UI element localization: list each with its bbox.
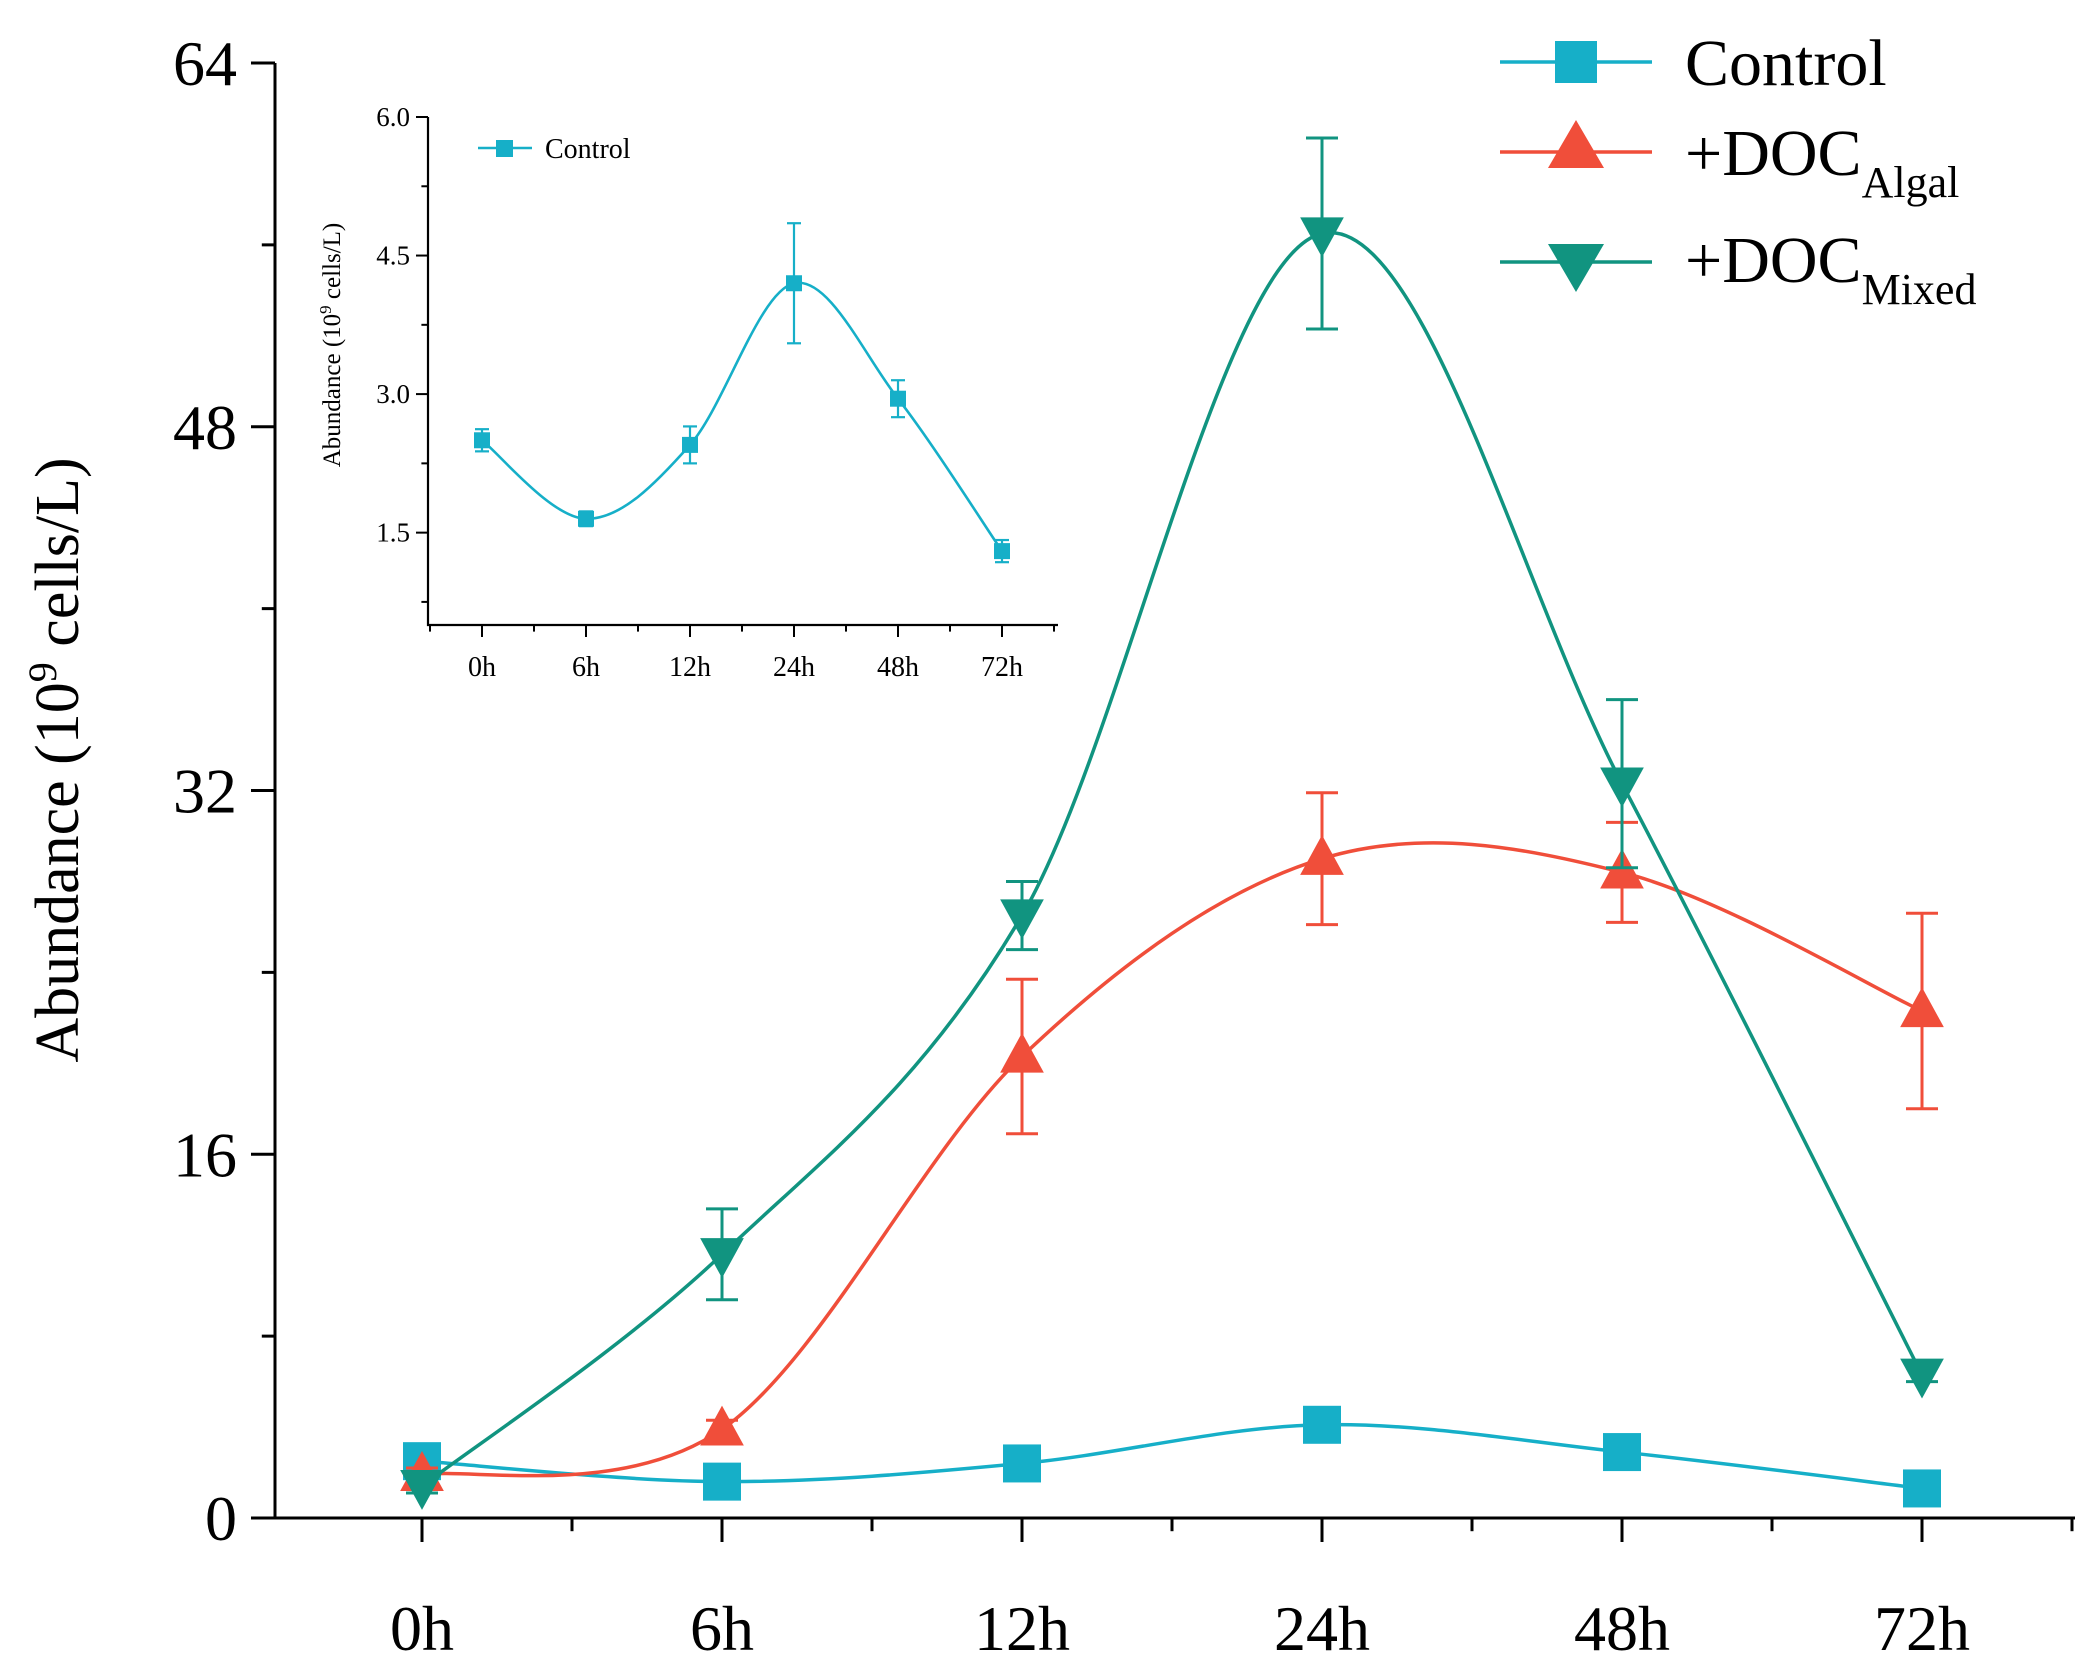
legend-item-doc-mixed: +DOCMixed xyxy=(1500,224,1976,314)
inset-point-control xyxy=(890,390,906,407)
y-tick-label-32: 32 xyxy=(173,756,237,827)
main-point-control xyxy=(1303,1405,1341,1444)
main-point-control xyxy=(703,1462,741,1501)
main-x-tick-labels: 0h 6h 12h 24h 48h 72h xyxy=(390,1593,1970,1664)
main-point-docmixed xyxy=(1900,1358,1944,1399)
main-point-docalgal xyxy=(1900,987,1944,1028)
inset-legend-label: Control xyxy=(545,134,631,165)
inset-x-tick-label-6h: 6h xyxy=(572,652,600,683)
main-point-control xyxy=(1903,1469,1941,1508)
x-tick-label-6h: 6h xyxy=(690,1593,754,1664)
legend-item-doc-algal: +DOCAlgal xyxy=(1500,117,1959,207)
main-point-docmixed xyxy=(1600,767,1644,808)
main-series xyxy=(400,136,1944,1510)
main-point-control xyxy=(1003,1444,1041,1483)
legend-marker-control xyxy=(1555,41,1597,83)
main-point-docmixed xyxy=(400,1470,444,1510)
inset-point-control xyxy=(474,432,490,449)
x-tick-label-0h: 0h xyxy=(390,1593,454,1664)
inset-point-control xyxy=(578,510,594,527)
main-y-tick-labels: 0 16 32 48 64 xyxy=(173,28,237,1554)
main-point-control xyxy=(1603,1433,1641,1472)
inset-y-tick-label-3.0: 3.0 xyxy=(376,379,410,409)
main-point-docmixed xyxy=(700,1238,744,1279)
inset-point-control xyxy=(994,543,1010,560)
inset-x-tick-label-0h: 0h xyxy=(468,652,496,683)
inset-y-axis-title: Abundance (109 cells/L) xyxy=(316,223,346,468)
legend-marker-doc-mixed xyxy=(1548,244,1604,292)
x-tick-label-24h: 24h xyxy=(1274,1593,1370,1664)
x-tick-label-12h: 12h xyxy=(974,1593,1070,1664)
main-legend: Control +DOCAlgal +DOCMixed xyxy=(1500,27,1976,314)
inset-legend-marker xyxy=(496,140,513,157)
y-tick-label-0: 0 xyxy=(205,1483,237,1554)
inset-x-tick-label-48h: 48h xyxy=(877,652,919,683)
x-tick-label-72h: 72h xyxy=(1874,1593,1970,1664)
inset-chart: 1.5 3.0 4.5 6.0 0h 6h 12h 24h 48h 72h Ab… xyxy=(316,102,1058,683)
inset-series-line-control xyxy=(481,281,1004,552)
main-point-docalgal xyxy=(1000,1032,1044,1073)
legend-label-doc-mixed: +DOCMixed xyxy=(1685,224,1976,314)
main-series-line-docmixed xyxy=(420,230,1924,1488)
inset-x-tick-labels: 0h 6h 12h 24h 48h 72h xyxy=(468,652,1023,683)
legend-item-control: Control xyxy=(1500,27,1887,100)
inset-series xyxy=(474,222,1010,564)
legend-label-doc-algal: +DOCAlgal xyxy=(1685,117,1959,207)
main-point-docmixed xyxy=(1300,217,1344,258)
inset-y-tick-label-1.5: 1.5 xyxy=(376,518,410,548)
legend-marker-doc-algal xyxy=(1548,120,1604,168)
y-tick-label-48: 48 xyxy=(173,392,237,463)
inset-y-tick-labels: 1.5 3.0 4.5 6.0 xyxy=(376,102,410,548)
main-series-line-control xyxy=(421,1422,1923,1491)
inset-ticks xyxy=(416,116,1055,637)
main-chart: 0 16 32 48 64 0h 6h 12h 24h 48h 72h Abun… xyxy=(20,28,2075,1664)
inset-point-control xyxy=(786,275,802,292)
inset-legend: Control xyxy=(478,134,631,165)
inset-axes xyxy=(426,117,1058,627)
main-point-docalgal xyxy=(700,1405,744,1446)
inset-x-tick-label-12h: 12h xyxy=(669,652,711,683)
inset-y-tick-label-6.0: 6.0 xyxy=(376,102,410,132)
main-point-docmixed xyxy=(1000,899,1044,940)
inset-x-tick-label-72h: 72h xyxy=(981,652,1023,683)
inset-y-tick-label-4.5: 4.5 xyxy=(376,241,410,271)
main-ticks xyxy=(251,61,2074,1542)
inset-x-tick-label-24h: 24h xyxy=(773,652,815,683)
legend-label-control: Control xyxy=(1685,27,1887,100)
main-series-line-docalgal xyxy=(421,841,1923,1478)
y-tick-label-64: 64 xyxy=(173,28,237,99)
y-tick-label-16: 16 xyxy=(173,1119,237,1190)
main-y-axis-title: Abundance (109 cells/L) xyxy=(20,457,92,1062)
inset-point-control xyxy=(682,436,698,453)
x-tick-label-48h: 48h xyxy=(1574,1593,1670,1664)
main-point-docalgal xyxy=(1300,834,1344,875)
